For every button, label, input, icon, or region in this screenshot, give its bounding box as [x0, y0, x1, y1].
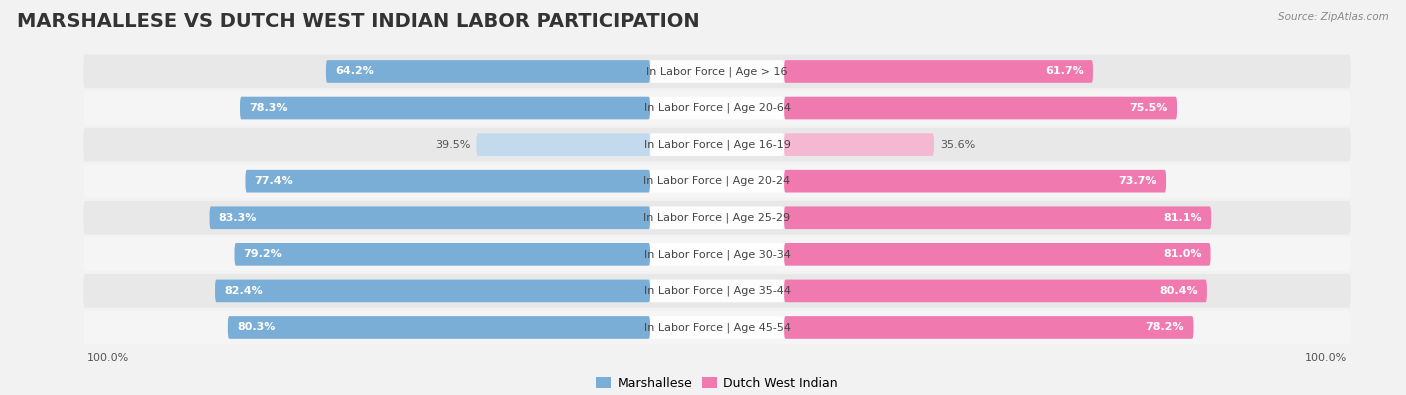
Text: 81.0%: 81.0%	[1163, 249, 1202, 260]
Text: 78.3%: 78.3%	[249, 103, 288, 113]
Text: 81.1%: 81.1%	[1163, 213, 1202, 223]
Text: In Labor Force | Age 25-29: In Labor Force | Age 25-29	[644, 213, 790, 223]
FancyBboxPatch shape	[215, 280, 650, 302]
FancyBboxPatch shape	[785, 243, 1211, 266]
FancyBboxPatch shape	[650, 170, 785, 192]
FancyBboxPatch shape	[83, 91, 1351, 125]
FancyBboxPatch shape	[650, 133, 785, 156]
Text: 77.4%: 77.4%	[254, 176, 294, 186]
Text: In Labor Force | Age 20-64: In Labor Force | Age 20-64	[644, 103, 790, 113]
Text: 39.5%: 39.5%	[434, 139, 470, 150]
Text: 79.2%: 79.2%	[243, 249, 283, 260]
FancyBboxPatch shape	[83, 274, 1351, 308]
FancyBboxPatch shape	[650, 207, 785, 229]
FancyBboxPatch shape	[785, 280, 1206, 302]
FancyBboxPatch shape	[650, 60, 785, 83]
FancyBboxPatch shape	[83, 201, 1351, 235]
Text: Source: ZipAtlas.com: Source: ZipAtlas.com	[1278, 12, 1389, 22]
FancyBboxPatch shape	[785, 316, 1194, 339]
Text: In Labor Force | Age 16-19: In Labor Force | Age 16-19	[644, 139, 790, 150]
FancyBboxPatch shape	[246, 170, 650, 192]
FancyBboxPatch shape	[650, 316, 785, 339]
Text: 80.4%: 80.4%	[1159, 286, 1198, 296]
FancyBboxPatch shape	[83, 128, 1351, 162]
Text: In Labor Force | Age 30-34: In Labor Force | Age 30-34	[644, 249, 790, 260]
FancyBboxPatch shape	[785, 97, 1177, 119]
FancyBboxPatch shape	[785, 60, 1092, 83]
FancyBboxPatch shape	[650, 97, 785, 119]
Text: 83.3%: 83.3%	[219, 213, 257, 223]
Text: 64.2%: 64.2%	[335, 66, 374, 77]
Text: 80.3%: 80.3%	[238, 322, 276, 333]
Text: In Labor Force | Age 20-24: In Labor Force | Age 20-24	[644, 176, 790, 186]
Text: 73.7%: 73.7%	[1118, 176, 1157, 186]
Text: 82.4%: 82.4%	[224, 286, 263, 296]
FancyBboxPatch shape	[235, 243, 650, 266]
FancyBboxPatch shape	[785, 170, 1166, 192]
Text: In Labor Force | Age 35-44: In Labor Force | Age 35-44	[644, 286, 790, 296]
FancyBboxPatch shape	[83, 164, 1351, 198]
FancyBboxPatch shape	[83, 55, 1351, 88]
Text: In Labor Force | Age 45-54: In Labor Force | Age 45-54	[644, 322, 790, 333]
FancyBboxPatch shape	[477, 133, 650, 156]
FancyBboxPatch shape	[83, 310, 1351, 344]
FancyBboxPatch shape	[83, 237, 1351, 271]
Text: In Labor Force | Age > 16: In Labor Force | Age > 16	[647, 66, 787, 77]
FancyBboxPatch shape	[228, 316, 650, 339]
FancyBboxPatch shape	[240, 97, 650, 119]
FancyBboxPatch shape	[785, 133, 934, 156]
Text: 61.7%: 61.7%	[1045, 66, 1084, 77]
FancyBboxPatch shape	[326, 60, 650, 83]
FancyBboxPatch shape	[650, 280, 785, 302]
Text: 75.5%: 75.5%	[1129, 103, 1168, 113]
Text: 78.2%: 78.2%	[1146, 322, 1184, 333]
Text: MARSHALLESE VS DUTCH WEST INDIAN LABOR PARTICIPATION: MARSHALLESE VS DUTCH WEST INDIAN LABOR P…	[17, 12, 700, 31]
Text: 35.6%: 35.6%	[941, 139, 976, 150]
FancyBboxPatch shape	[209, 207, 650, 229]
Legend: Marshallese, Dutch West Indian: Marshallese, Dutch West Indian	[591, 372, 844, 395]
FancyBboxPatch shape	[650, 243, 785, 266]
FancyBboxPatch shape	[785, 207, 1211, 229]
